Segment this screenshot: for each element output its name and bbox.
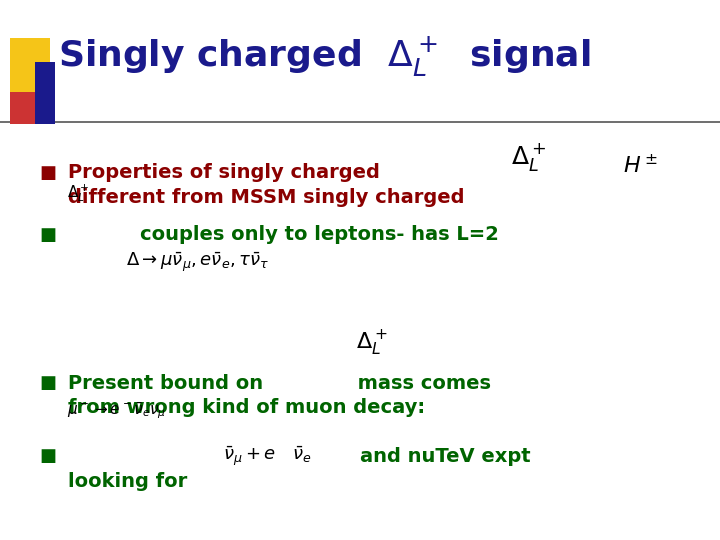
Text: $\Delta^+_L$: $\Delta^+_L$: [356, 328, 388, 357]
Bar: [10, 38, 50, 92]
Text: $\Delta \rightarrow \mu\bar{\nu}_\mu, e\bar{\nu}_e, \tau\bar{\nu}_\tau$: $\Delta \rightarrow \mu\bar{\nu}_\mu, e\…: [126, 250, 269, 274]
Text: ■: ■: [40, 374, 57, 393]
Bar: [10, 92, 50, 124]
Text: ■: ■: [40, 226, 57, 244]
Text: different from MSSM singly charged: different from MSSM singly charged: [68, 187, 465, 207]
Bar: [35, 62, 55, 124]
Text: looking for: looking for: [68, 472, 188, 491]
Text: and nuTeV expt: and nuTeV expt: [360, 447, 531, 466]
Text: from wrong kind of muon decay:: from wrong kind of muon decay:: [68, 398, 426, 417]
Text: couples only to leptons- has L=2: couples only to leptons- has L=2: [140, 225, 499, 245]
Text: $\Delta^+_L$: $\Delta^+_L$: [511, 140, 546, 173]
Text: $\Delta^+_L$: $\Delta^+_L$: [67, 182, 89, 204]
Text: ■: ■: [40, 447, 57, 465]
Text: Singly charged  $\Delta^+_L$  signal: Singly charged $\Delta^+_L$ signal: [58, 35, 590, 79]
Text: $\bar{\nu}_\mu + e\quad\bar{\nu}_e$: $\bar{\nu}_\mu + e\quad\bar{\nu}_e$: [223, 444, 312, 468]
Text: Present bound on              mass comes: Present bound on mass comes: [68, 374, 491, 393]
Text: ■: ■: [40, 164, 57, 182]
Text: $H^\pm$: $H^\pm$: [623, 154, 657, 178]
Text: $\mu^- \rightarrow e^-\bar{\nu}_e\nu_\mu$: $\mu^- \rightarrow e^-\bar{\nu}_e\nu_\mu…: [67, 400, 166, 421]
Text: Properties of singly charged: Properties of singly charged: [68, 163, 380, 183]
